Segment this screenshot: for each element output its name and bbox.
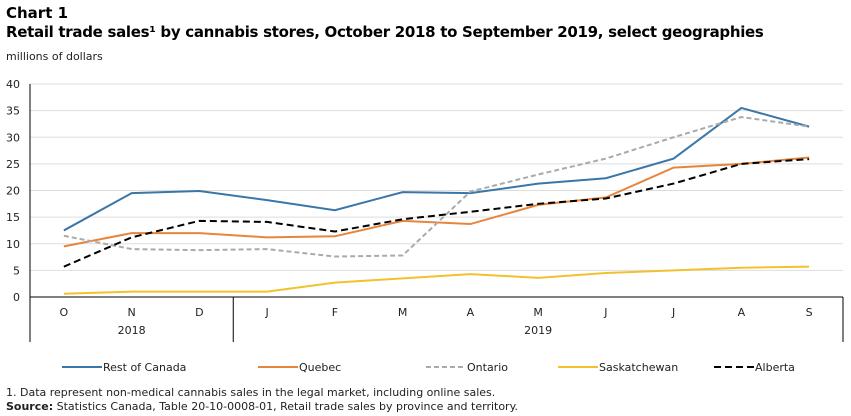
legend-label-ontario: Ontario bbox=[467, 361, 508, 374]
y-tick-label: 15 bbox=[6, 211, 20, 224]
legend-label-saskatchewan: Saskatchewan bbox=[599, 361, 678, 374]
series-line-saskatchewan bbox=[63, 265, 810, 295]
series-line-ontario bbox=[63, 115, 810, 258]
source: Source: Statistics Canada, Table 20-10-0… bbox=[6, 400, 518, 413]
series-line-rest-of-canada bbox=[63, 106, 810, 232]
legend-label-alberta: Alberta bbox=[755, 361, 795, 374]
y-tick-label: 0 bbox=[13, 291, 20, 304]
source-text: Statistics Canada, Table 20-10-0008-01, … bbox=[53, 400, 519, 413]
source-label: Source: bbox=[6, 400, 54, 413]
x-tick-label: M bbox=[533, 306, 543, 319]
y-axis-units: millions of dollars bbox=[6, 50, 103, 63]
footnote: 1. Data represent non-medical cannabis s… bbox=[6, 386, 496, 399]
y-tick-label: 5 bbox=[13, 264, 20, 277]
x-tick-label: O bbox=[60, 306, 69, 319]
x-tick-label: J bbox=[671, 306, 675, 319]
year-label: 2019 bbox=[524, 324, 552, 337]
y-tick-label: 35 bbox=[6, 105, 20, 118]
chart-title: Retail trade sales¹ by cannabis stores, … bbox=[6, 23, 764, 41]
x-tick-label: D bbox=[195, 306, 203, 319]
x-tick-label: J bbox=[603, 306, 607, 319]
year-label: 2018 bbox=[118, 324, 146, 337]
x-tick-label: S bbox=[806, 306, 813, 319]
y-tick-label: 30 bbox=[6, 131, 20, 144]
x-tick-label: F bbox=[332, 306, 338, 319]
x-tick-label: J bbox=[265, 306, 269, 319]
y-tick-label: 10 bbox=[6, 238, 20, 251]
legend-label-rest-of-canada: Rest of Canada bbox=[103, 361, 186, 374]
y-tick-label: 40 bbox=[6, 78, 20, 91]
y-tick-label: 20 bbox=[6, 185, 20, 198]
y-tick-label: 25 bbox=[6, 158, 20, 171]
x-tick-label: M bbox=[398, 306, 408, 319]
x-tick-label: A bbox=[467, 306, 475, 319]
chart-label: Chart 1 bbox=[6, 4, 69, 22]
x-tick-label: N bbox=[128, 306, 136, 319]
legend-label-quebec: Quebec bbox=[299, 361, 341, 374]
series-line-quebec bbox=[63, 156, 810, 248]
x-tick-label: A bbox=[738, 306, 746, 319]
line-chart: 0 5 10 15 20 25 30 35 40 O N D J F M A M J J A S 2018 2019 Rest… bbox=[6, 78, 844, 374]
